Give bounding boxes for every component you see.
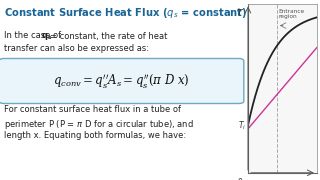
- Text: In the case of: In the case of: [4, 31, 64, 40]
- Text: 0: 0: [237, 178, 242, 180]
- Text: Entrance
region: Entrance region: [278, 9, 305, 19]
- Text: $T_i$: $T_i$: [238, 119, 246, 132]
- Text: perimeter P (P = $\pi$ D for a circular tube), and: perimeter P (P = $\pi$ D for a circular …: [4, 118, 194, 131]
- Text: Constant Surface Heat Flux ($q_s$ = constant): Constant Surface Heat Flux ($q_s$ = cons…: [4, 6, 247, 20]
- FancyBboxPatch shape: [0, 58, 244, 104]
- Text: = constant, the rate of heat: = constant, the rate of heat: [50, 31, 168, 40]
- Text: $T$: $T$: [236, 7, 244, 18]
- Text: length x. Equating both formulas, we have:: length x. Equating both formulas, we hav…: [4, 130, 186, 140]
- Text: transfer can also be expressed as:: transfer can also be expressed as:: [4, 44, 149, 53]
- Text: $\mathbf{q_s}$: $\mathbf{q_s}$: [41, 31, 52, 42]
- Text: For constant surface heat flux in a tube of: For constant surface heat flux in a tube…: [4, 105, 181, 114]
- Text: $q_{conv} = q_s^{\prime\prime} A_s = q_s^{\prime\prime}(\pi\ D\ x)$: $q_{conv} = q_s^{\prime\prime} A_s = q_s…: [53, 72, 190, 90]
